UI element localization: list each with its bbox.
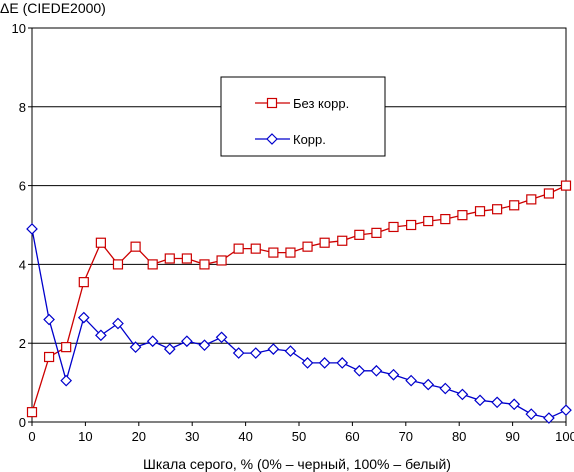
- x-tick-label: 30: [185, 429, 199, 444]
- data-point: [492, 204, 503, 215]
- data-point: [319, 237, 330, 248]
- data-point: [250, 243, 261, 254]
- x-tick-label: 80: [452, 429, 466, 444]
- data-point: [405, 374, 417, 387]
- x-tick-label: 40: [238, 429, 252, 444]
- data-point: [354, 229, 365, 240]
- data-point: [423, 215, 434, 227]
- data-point: [353, 364, 366, 377]
- legend-marker: [266, 97, 278, 109]
- data-point: [43, 313, 55, 326]
- x-tick-label: 100: [555, 429, 574, 444]
- data-point: [215, 331, 228, 344]
- data-point: [268, 247, 279, 258]
- x-tick-label: 60: [345, 429, 359, 444]
- data-point: [61, 342, 72, 353]
- y-tick-label: 0: [19, 415, 26, 430]
- gridlines: [32, 27, 566, 344]
- data-point: [371, 227, 382, 238]
- legend-label: Корр.: [293, 132, 326, 147]
- data-point: [164, 253, 175, 264]
- y-tick-label: 2: [19, 336, 26, 351]
- data-point: [129, 341, 142, 353]
- data-point: [26, 407, 38, 418]
- x-axis: 0 10 20 30 40 50 60 70 80 90 100: [28, 422, 574, 444]
- data-point: [439, 382, 452, 395]
- data-point: [457, 210, 468, 221]
- series-2: [26, 223, 572, 424]
- x-tick-label: 70: [399, 429, 413, 444]
- series-layer: [26, 180, 572, 424]
- data-point: [336, 357, 349, 369]
- data-point: [560, 404, 572, 417]
- data-point: [249, 347, 262, 359]
- data-point: [285, 247, 296, 258]
- data-point: [95, 329, 107, 342]
- data-point: [491, 396, 503, 409]
- data-point: [181, 253, 192, 264]
- data-point: [370, 364, 383, 377]
- data-point: [232, 347, 245, 359]
- y-axis: 0 2 4 6 8 10: [12, 21, 32, 430]
- y-tick-label: 8: [19, 100, 26, 115]
- data-point: [163, 343, 176, 355]
- legend-label: Без корр.: [293, 96, 349, 111]
- x-tick-label: 50: [292, 429, 306, 444]
- x-tick-label: 20: [132, 429, 146, 444]
- data-point: [474, 394, 486, 407]
- data-point: [543, 412, 555, 424]
- y-tick-label: 4: [19, 257, 26, 272]
- data-point: [284, 345, 297, 357]
- legend-entry: Без корр.: [255, 96, 349, 111]
- data-point: [543, 188, 555, 199]
- data-point: [560, 180, 572, 191]
- legend-marker: [266, 133, 278, 145]
- data-point: [78, 277, 89, 288]
- data-point: [216, 255, 227, 266]
- data-point: [95, 237, 106, 248]
- legend-box: [220, 76, 386, 157]
- data-point: [474, 206, 486, 217]
- x-tick-label: 10: [78, 429, 92, 444]
- x-axis-title: Шкала серого, % (0% – черный, 100% – бел…: [143, 456, 451, 472]
- data-point: [112, 317, 124, 330]
- data-point: [508, 398, 521, 411]
- data-point: [422, 378, 435, 391]
- data-point: [112, 259, 124, 270]
- data-point: [302, 241, 313, 252]
- data-point: [301, 357, 314, 369]
- x-tick-label: 0: [28, 429, 35, 444]
- data-point: [26, 223, 38, 235]
- data-point: [146, 335, 159, 348]
- data-point: [43, 351, 55, 363]
- data-point: [387, 368, 400, 381]
- data-point: [525, 408, 538, 420]
- data-point: [198, 339, 211, 352]
- legend: Без корр. Корр.: [220, 76, 386, 157]
- data-point: [147, 259, 158, 270]
- data-point: [337, 235, 348, 246]
- data-point: [456, 388, 469, 401]
- data-point: [318, 357, 331, 369]
- series-line: [31, 185, 567, 413]
- data-point: [267, 343, 280, 355]
- data-point: [77, 311, 90, 324]
- data-point: [199, 259, 210, 270]
- data-point: [406, 219, 417, 231]
- y-tick-label: 6: [19, 179, 26, 194]
- data-point: [440, 213, 451, 225]
- legend-entry: Корр.: [255, 132, 326, 147]
- data-point: [388, 221, 399, 233]
- data-point: [60, 374, 73, 387]
- data-point: [509, 200, 520, 211]
- data-point: [526, 194, 537, 205]
- series-1: [26, 180, 572, 418]
- data-point: [181, 335, 193, 348]
- x-tick-label: 90: [505, 429, 519, 444]
- y-axis-title: ΔE (CIEDE2000): [0, 0, 106, 16]
- data-point: [233, 243, 244, 254]
- data-point: [130, 241, 141, 252]
- y-tick-label: 10: [12, 21, 26, 36]
